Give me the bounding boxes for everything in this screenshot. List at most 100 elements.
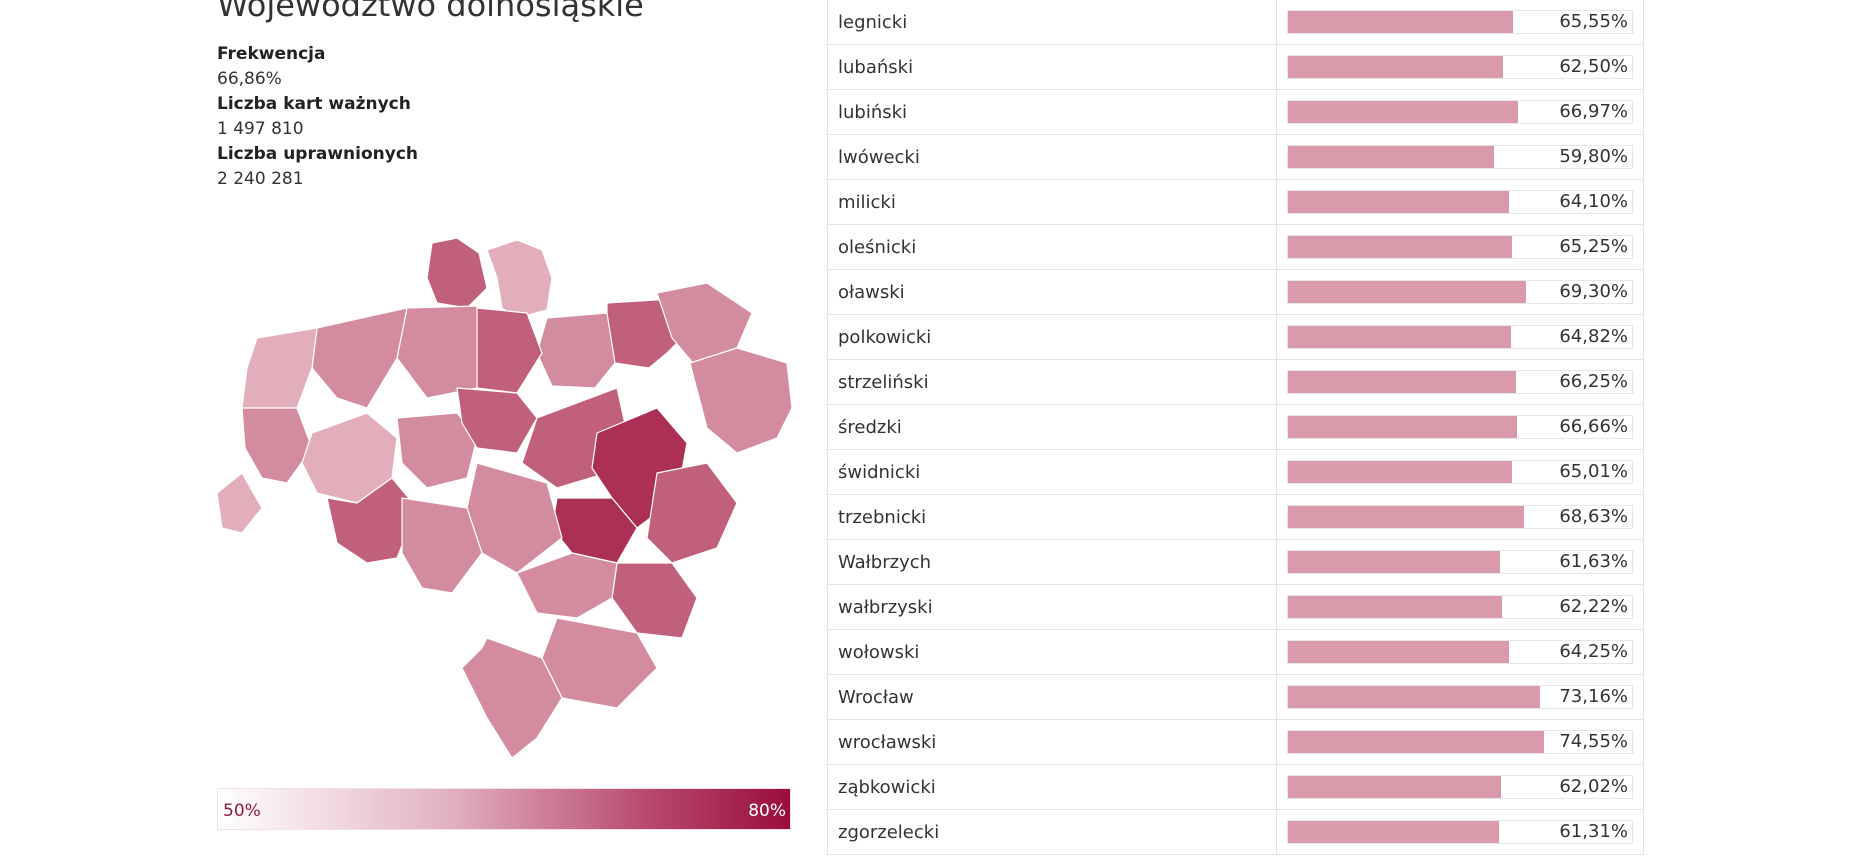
turnout-bar: 65,55% <box>1287 10 1633 34</box>
table-row[interactable]: oławski 69,30% <box>828 270 1643 315</box>
turnout-value: 74,55% <box>1559 731 1628 752</box>
turnout-bar-fill <box>1288 11 1514 33</box>
turnout-value: 69,30% <box>1559 281 1628 302</box>
turnout-bar: 64,25% <box>1287 640 1633 664</box>
column-divider <box>1276 45 1277 89</box>
turnout-value: 68,63% <box>1559 506 1628 527</box>
legend-max-label: 80% <box>748 801 786 821</box>
turnout-bar: 73,16% <box>1287 685 1633 709</box>
turnout-bar-fill <box>1288 371 1516 393</box>
column-divider <box>1276 405 1277 449</box>
turnout-value: 62,02% <box>1559 776 1628 797</box>
turnout-bar-fill <box>1288 776 1502 798</box>
table-row[interactable]: wrocławski 74,55% <box>828 720 1643 765</box>
table-row[interactable]: lwówecki 59,80% <box>828 135 1643 180</box>
stat-eligible-value: 2 240 281 <box>217 169 304 189</box>
table-row[interactable]: ząbkowicki 62,02% <box>828 765 1643 810</box>
map-district[interactable] <box>611 562 698 639</box>
map-district[interactable] <box>426 238 488 309</box>
column-divider <box>1276 90 1277 134</box>
table-row[interactable]: lubański 62,50% <box>828 45 1643 90</box>
stat-eligible-label: Liczba uprawnionych <box>217 144 418 164</box>
turnout-bar-fill <box>1288 506 1525 528</box>
map-district[interactable] <box>516 552 618 619</box>
turnout-bar-fill <box>1288 731 1545 753</box>
map-district[interactable] <box>461 637 563 759</box>
map-district[interactable] <box>536 312 616 389</box>
map-district[interactable] <box>396 412 478 489</box>
turnout-value: 59,80% <box>1559 146 1628 167</box>
table-row[interactable]: strzeliński 66,25% <box>828 360 1643 405</box>
district-name: oleśnicki <box>838 237 917 258</box>
table-row[interactable]: legnicki 65,55% <box>828 0 1643 45</box>
table-row[interactable]: świdnicki 65,01% <box>828 450 1643 495</box>
table-row[interactable]: oleśnicki 65,25% <box>828 225 1643 270</box>
map-district[interactable] <box>217 472 263 534</box>
table-row[interactable]: polkowicki 64,82% <box>828 315 1643 360</box>
turnout-value: 73,16% <box>1559 686 1628 707</box>
table-row[interactable]: wałbrzyski 62,22% <box>828 585 1643 630</box>
district-name: strzeliński <box>838 372 929 393</box>
map-district[interactable] <box>401 497 483 594</box>
turnout-value: 66,25% <box>1559 371 1628 392</box>
column-divider <box>1276 315 1277 359</box>
turnout-bar: 74,55% <box>1287 730 1633 754</box>
turnout-bar: 65,25% <box>1287 235 1633 259</box>
region-title: Województwo dolnośląskie <box>217 0 644 24</box>
table-row[interactable]: lubiński 66,97% <box>828 90 1643 135</box>
district-name: polkowicki <box>838 327 932 348</box>
table-row[interactable]: milicki 64,10% <box>828 180 1643 225</box>
turnout-bar-fill <box>1288 56 1503 78</box>
turnout-bar-fill <box>1288 191 1509 213</box>
turnout-bar: 64,10% <box>1287 190 1633 214</box>
table-row[interactable]: Wrocław 73,16% <box>828 675 1643 720</box>
turnout-bar-fill <box>1288 596 1503 618</box>
turnout-bar-fill <box>1288 101 1519 123</box>
turnout-bar-fill <box>1288 821 1499 843</box>
turnout-bar-fill <box>1288 326 1511 348</box>
table-row[interactable]: Wałbrzych 61,63% <box>828 540 1643 585</box>
district-name: średzki <box>838 417 902 438</box>
column-divider <box>1276 135 1277 179</box>
turnout-bar-fill <box>1288 236 1513 258</box>
map-district[interactable] <box>456 387 538 454</box>
turnout-bar: 66,66% <box>1287 415 1633 439</box>
turnout-value: 65,01% <box>1559 461 1628 482</box>
map-district[interactable] <box>689 347 792 454</box>
map-district[interactable] <box>396 305 478 399</box>
turnout-bar: 66,97% <box>1287 100 1633 124</box>
table-row[interactable]: wołowski 64,25% <box>828 630 1643 675</box>
map-district[interactable] <box>311 307 408 409</box>
turnout-value: 62,22% <box>1559 596 1628 617</box>
district-name: legnicki <box>838 12 908 33</box>
column-divider <box>1276 585 1277 629</box>
stat-valid-cards-label: Liczba kart ważnych <box>217 94 411 114</box>
stat-turnout-label: Frekwencja <box>217 44 326 64</box>
district-name: Wałbrzych <box>838 552 932 573</box>
map-district[interactable] <box>646 462 738 564</box>
turnout-value: 64,10% <box>1559 191 1628 212</box>
column-divider <box>1276 675 1277 719</box>
column-divider <box>1276 495 1277 539</box>
district-name: ząbkowicki <box>838 777 936 798</box>
map-district[interactable] <box>486 239 553 319</box>
region-stats: Frekwencja 66,86% Liczba kart ważnych 1 … <box>217 42 418 192</box>
table-row[interactable]: zgorzelecki 61,31% <box>828 810 1643 855</box>
turnout-value: 66,97% <box>1559 101 1628 122</box>
stat-turnout-value: 66,86% <box>217 69 282 89</box>
turnout-bar: 69,30% <box>1287 280 1633 304</box>
district-name: wrocławski <box>838 732 937 753</box>
turnout-bar: 62,22% <box>1287 595 1633 619</box>
district-name: lubiński <box>838 102 908 123</box>
turnout-bar-fill <box>1288 551 1500 573</box>
district-name: trzebnicki <box>838 507 927 528</box>
turnout-value: 65,55% <box>1559 11 1628 32</box>
district-turnout-table: legnicki 65,55% lubański 62,50% lubiński 66,9… <box>827 0 1644 855</box>
map-district[interactable] <box>241 407 313 484</box>
color-scale-legend: 50% 80% <box>217 788 791 830</box>
region-map[interactable] <box>217 238 792 768</box>
turnout-bar: 68,63% <box>1287 505 1633 529</box>
table-row[interactable]: średzki 66,66% <box>828 405 1643 450</box>
turnout-bar: 64,82% <box>1287 325 1633 349</box>
table-row[interactable]: trzebnicki 68,63% <box>828 495 1643 540</box>
